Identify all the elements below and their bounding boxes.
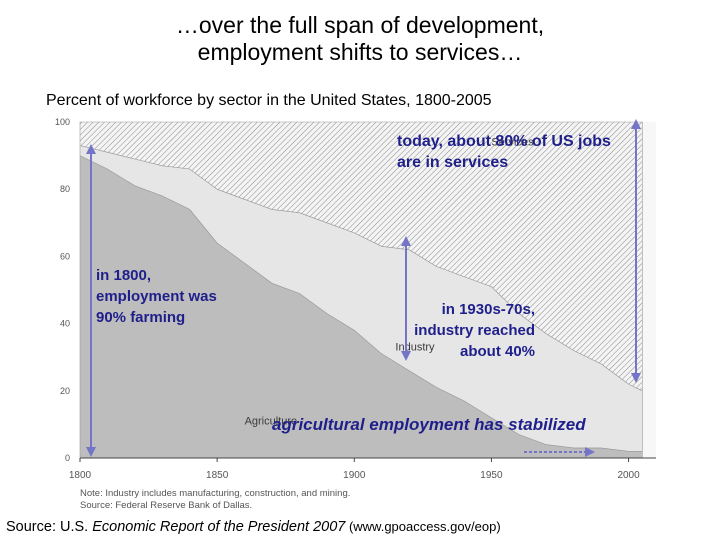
chart-note: Note: Industry includes manufacturing, c…	[80, 488, 350, 499]
callout-farming: in 1800, employment was 90% farming	[96, 267, 217, 326]
y-tick-label: 60	[60, 251, 70, 261]
slide-title: …over the full span of development, empl…	[0, 12, 720, 66]
title-line-2: employment shifts to services…	[197, 39, 523, 65]
x-tick-label: 1850	[206, 470, 229, 481]
chart-subtitle: Percent of workforce by sector in the Un…	[46, 92, 492, 109]
y-tick-label: 0	[65, 453, 70, 463]
y-tick-label: 40	[60, 319, 70, 329]
y-tick-label: 20	[60, 386, 70, 396]
title-line-1: …over the full span of development,	[175, 12, 545, 38]
area-label-services: Services	[491, 137, 534, 149]
x-tick-label: 1900	[343, 470, 366, 481]
callout-agriculture: agricultural employment has stabilized	[272, 415, 586, 434]
y-tick-label: 80	[60, 184, 70, 194]
source-suffix: (www.gpoaccess.gov/eop)	[345, 519, 501, 534]
chart-note-source: Source: Federal Reserve Bank of Dallas.	[80, 500, 252, 511]
plot-layer: 0 20 40 60 80 100 1800 1850 1900 1950 2000 Services…	[55, 117, 656, 511]
x-tick-label: 2000	[617, 470, 640, 481]
y-tick-label: 100	[55, 117, 70, 127]
source-line: Source: U.S. Economic Report of the Pres…	[6, 519, 501, 535]
x-tick-label: 1800	[69, 470, 92, 481]
annotation-layer	[86, 119, 641, 457]
x-tick-label: 1950	[480, 470, 503, 481]
callout-services: today, about 80% of US jobs are in servi…	[397, 133, 611, 171]
area-label-agriculture: Agriculture	[245, 415, 298, 427]
source-prefix: Source: U.S.	[6, 519, 93, 535]
callout-industry: in 1930s-70s, industry reached about 40%	[414, 301, 535, 360]
area-services	[79, 121, 643, 392]
source-title: Economic Report of the President 2007	[92, 519, 346, 535]
